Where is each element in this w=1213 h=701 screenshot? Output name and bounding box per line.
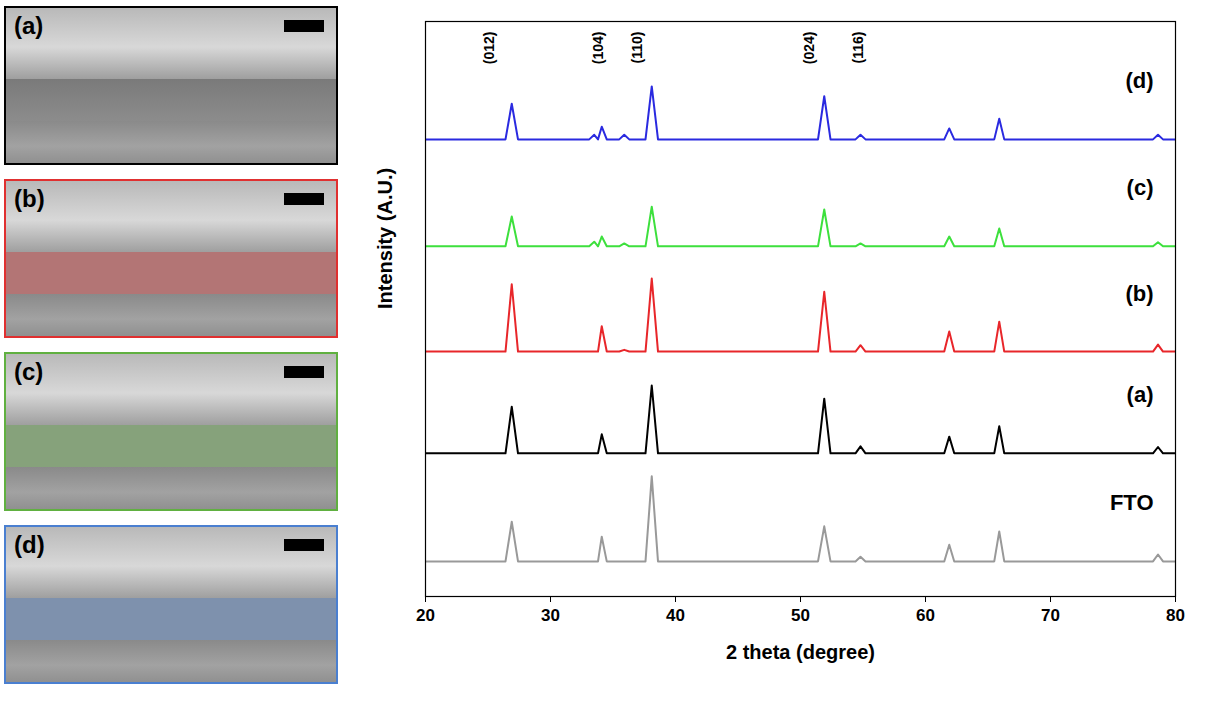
svg-text:2 theta (degree): 2 theta (degree) (726, 641, 875, 663)
svg-text:(012): (012) (481, 32, 497, 65)
svg-text:20: 20 (416, 606, 435, 625)
svg-text:70: 70 (1041, 606, 1060, 625)
svg-text:(110): (110) (629, 32, 645, 64)
svg-text:Intensity (A.U.): Intensity (A.U.) (374, 168, 396, 309)
svg-text:30: 30 (541, 606, 560, 625)
svg-text:(b): (b) (1125, 281, 1153, 306)
svg-text:40: 40 (666, 606, 685, 625)
html-text:(b): (b) (14, 185, 45, 212)
svg-text:(104): (104) (590, 32, 606, 65)
svg-text:(116): (116) (850, 32, 866, 64)
html-text:(a): (a) (14, 12, 44, 39)
svg-text:(a): (a) (1127, 382, 1154, 407)
svg-text:50: 50 (791, 606, 810, 625)
svg-text:FTO: FTO (1110, 490, 1154, 515)
svg-text:80: 80 (1166, 606, 1185, 625)
svg-text:(024): (024) (801, 32, 817, 65)
svg-text:60: 60 (916, 606, 935, 625)
html-text:(d): (d) (14, 531, 45, 558)
svg-text:(d): (d) (1125, 68, 1153, 93)
html-text:(c): (c) (14, 358, 44, 385)
svg-text:(c): (c) (1127, 175, 1154, 200)
